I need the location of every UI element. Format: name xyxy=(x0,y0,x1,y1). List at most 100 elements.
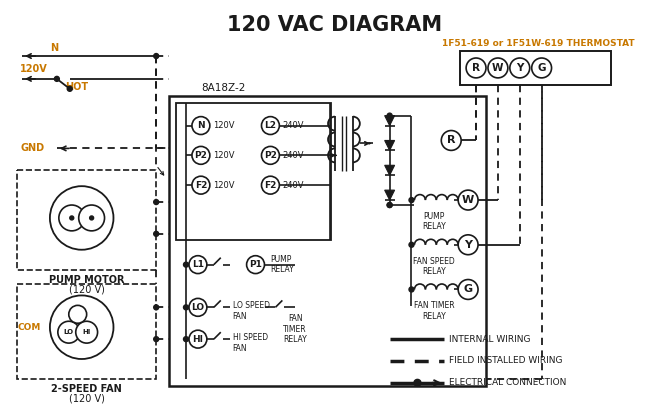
Text: COM: COM xyxy=(17,323,40,332)
Text: (120 V): (120 V) xyxy=(69,285,105,295)
Text: PUMP
RELAY: PUMP RELAY xyxy=(423,212,446,231)
Circle shape xyxy=(414,379,421,386)
Circle shape xyxy=(153,231,159,236)
Circle shape xyxy=(189,298,207,316)
Circle shape xyxy=(387,113,392,118)
Polygon shape xyxy=(385,165,395,175)
Text: PUMP
RELAY: PUMP RELAY xyxy=(271,255,294,274)
Circle shape xyxy=(184,262,188,267)
Circle shape xyxy=(387,202,392,207)
Text: Y: Y xyxy=(516,63,523,73)
Polygon shape xyxy=(385,190,395,200)
Circle shape xyxy=(69,305,86,323)
Text: 240V: 240V xyxy=(282,121,304,130)
Circle shape xyxy=(189,256,207,274)
Text: 1F51-619 or 1F51W-619 THERMOSTAT: 1F51-619 or 1F51W-619 THERMOSTAT xyxy=(442,39,635,48)
Text: P2: P2 xyxy=(194,151,207,160)
Text: GND: GND xyxy=(20,143,44,153)
Circle shape xyxy=(192,146,210,164)
Circle shape xyxy=(58,321,80,343)
Text: N: N xyxy=(197,121,205,130)
Text: HI SPEED
FAN: HI SPEED FAN xyxy=(232,333,268,352)
Circle shape xyxy=(458,190,478,210)
Circle shape xyxy=(70,216,74,220)
Polygon shape xyxy=(385,116,395,126)
Text: PUMP MOTOR: PUMP MOTOR xyxy=(49,274,125,285)
Circle shape xyxy=(466,58,486,78)
Circle shape xyxy=(153,305,159,310)
Circle shape xyxy=(50,295,113,359)
Text: FAN SPEED
RELAY: FAN SPEED RELAY xyxy=(413,257,455,276)
Text: 240V: 240V xyxy=(282,151,304,160)
Circle shape xyxy=(78,205,105,231)
Circle shape xyxy=(54,76,60,81)
Text: 120V: 120V xyxy=(213,181,234,190)
Circle shape xyxy=(59,205,84,231)
Text: LO SPEED
FAN: LO SPEED FAN xyxy=(232,301,270,321)
Circle shape xyxy=(387,202,392,207)
Text: R: R xyxy=(472,63,480,73)
Circle shape xyxy=(458,235,478,255)
Text: F2: F2 xyxy=(195,181,207,190)
Text: 2-SPEED FAN: 2-SPEED FAN xyxy=(52,384,122,394)
Bar xyxy=(176,103,331,240)
Text: N: N xyxy=(50,43,58,53)
Circle shape xyxy=(184,305,188,310)
Text: FAN TIMER
RELAY: FAN TIMER RELAY xyxy=(414,301,455,321)
Circle shape xyxy=(247,256,265,274)
Circle shape xyxy=(50,186,113,250)
Text: L2: L2 xyxy=(265,121,277,130)
Text: ELECTRICAL CONNECTION: ELECTRICAL CONNECTION xyxy=(450,378,567,387)
Circle shape xyxy=(153,199,159,204)
Text: R: R xyxy=(447,135,456,145)
Text: G: G xyxy=(464,285,472,295)
Circle shape xyxy=(261,116,279,134)
Text: Y: Y xyxy=(464,240,472,250)
Text: (120 V): (120 V) xyxy=(69,394,105,404)
Circle shape xyxy=(192,176,210,194)
Text: 120V: 120V xyxy=(20,64,48,74)
Circle shape xyxy=(532,58,551,78)
Text: W: W xyxy=(492,63,504,73)
Text: P2: P2 xyxy=(264,151,277,160)
Text: 8A18Z-2: 8A18Z-2 xyxy=(202,83,246,93)
Circle shape xyxy=(153,54,159,59)
Circle shape xyxy=(76,321,98,343)
Bar xyxy=(460,51,611,85)
Circle shape xyxy=(261,146,279,164)
Bar xyxy=(169,96,486,386)
Text: LO: LO xyxy=(192,303,204,312)
Circle shape xyxy=(510,58,530,78)
Text: LO: LO xyxy=(64,329,74,335)
Bar xyxy=(17,170,156,269)
Text: 240V: 240V xyxy=(282,181,304,190)
Text: F2: F2 xyxy=(264,181,277,190)
Text: 120V: 120V xyxy=(213,121,234,130)
Text: 120V: 120V xyxy=(213,151,234,160)
Text: G: G xyxy=(537,63,546,73)
Circle shape xyxy=(192,116,210,134)
Circle shape xyxy=(261,176,279,194)
Text: FAN
TIMER
RELAY: FAN TIMER RELAY xyxy=(283,314,307,344)
Text: HI: HI xyxy=(82,329,90,335)
Circle shape xyxy=(409,198,414,202)
Circle shape xyxy=(488,58,508,78)
Text: P1: P1 xyxy=(249,260,262,269)
Circle shape xyxy=(409,287,414,292)
Circle shape xyxy=(90,216,94,220)
Circle shape xyxy=(67,86,72,91)
Circle shape xyxy=(189,330,207,348)
Circle shape xyxy=(184,336,188,341)
Circle shape xyxy=(409,242,414,247)
Text: INTERNAL WIRING: INTERNAL WIRING xyxy=(450,335,531,344)
Text: W: W xyxy=(462,195,474,205)
Polygon shape xyxy=(385,140,395,150)
Text: HOT: HOT xyxy=(65,82,88,92)
Bar xyxy=(17,285,156,379)
Text: L1: L1 xyxy=(192,260,204,269)
Circle shape xyxy=(458,279,478,300)
Text: 120 VAC DIAGRAM: 120 VAC DIAGRAM xyxy=(227,16,443,35)
Text: FIELD INSTALLED WIRING: FIELD INSTALLED WIRING xyxy=(450,357,563,365)
Circle shape xyxy=(153,336,159,341)
Circle shape xyxy=(442,131,461,150)
